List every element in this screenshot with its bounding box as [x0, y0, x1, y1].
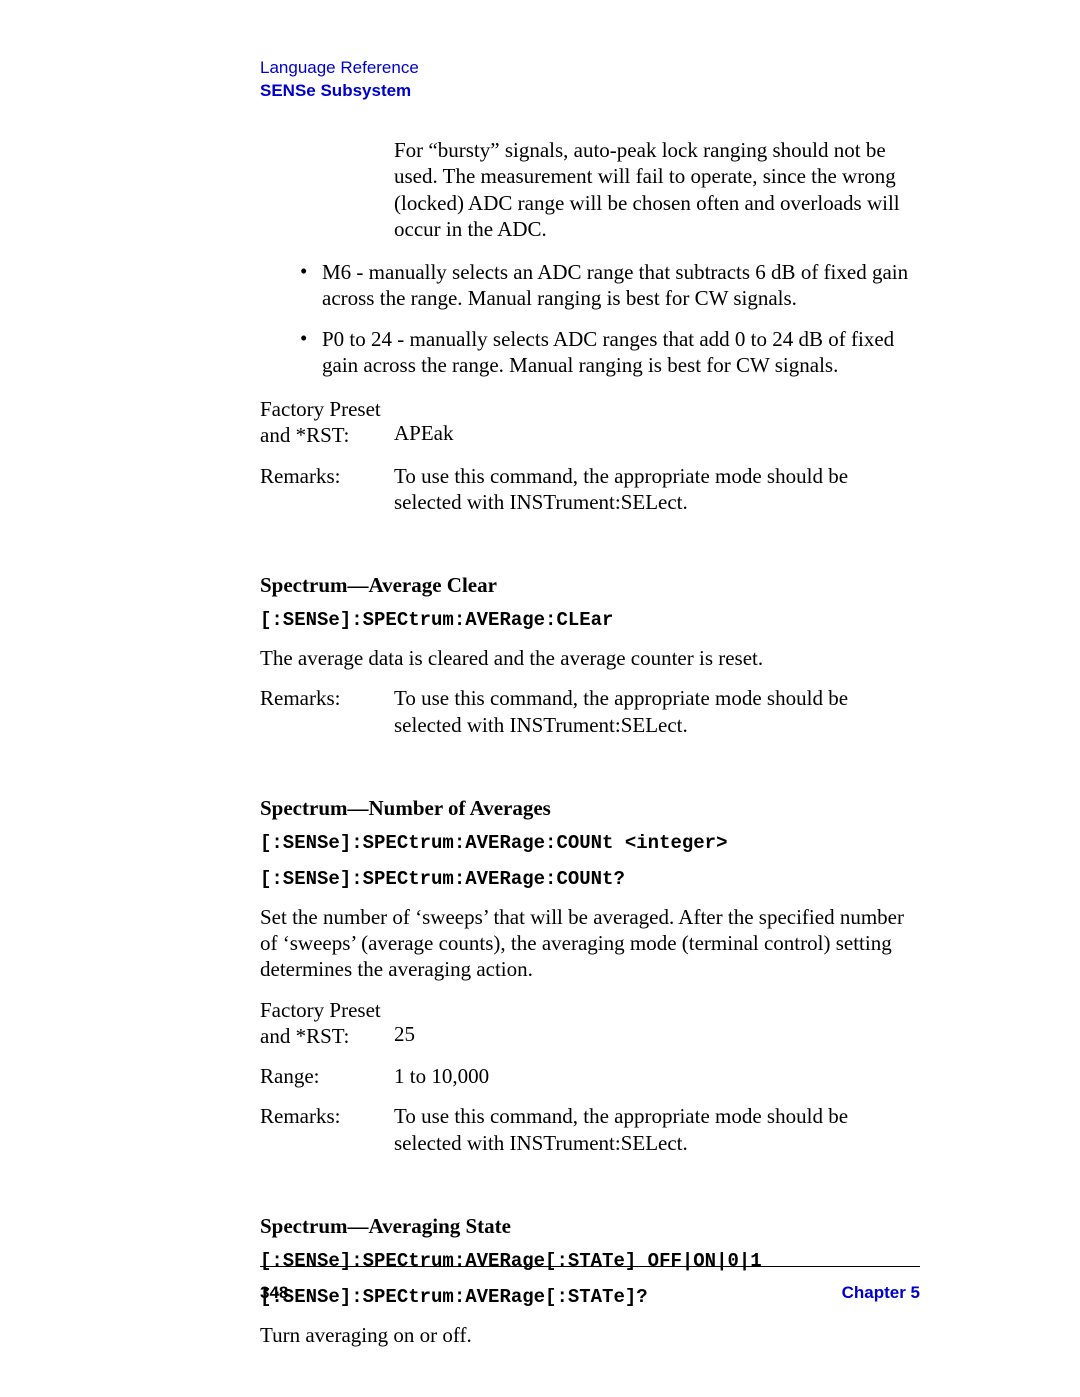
command-syntax: [:SENSe]:SPECtrum:AVERage:COUNt <integer… [260, 832, 920, 854]
list-item: • M6 - manually selects an ADC range tha… [300, 259, 920, 312]
factory-preset-label: Factory Preset and *RST: [260, 997, 394, 1050]
command-syntax: [:SENSe]:SPECtrum:AVERage:CLEar [260, 609, 920, 631]
bullet-icon: • [300, 326, 322, 379]
command-syntax: [:SENSe]:SPECtrum:AVERage:COUNt? [260, 868, 920, 890]
breadcrumb-line2: SENSe Subsystem [260, 81, 920, 101]
factory-preset-row: Factory Preset and *RST: 25 [260, 997, 920, 1050]
bullet-text: P0 to 24 - manually selects ADC ranges t… [322, 326, 912, 379]
section-description: Turn averaging on or off. [260, 1322, 920, 1348]
factory-preset-label: Factory Preset and *RST: [260, 396, 394, 449]
remarks-label: Remarks: [260, 463, 394, 516]
remarks-label: Remarks: [260, 1103, 394, 1156]
page-number: 348 [260, 1283, 288, 1303]
remarks-value: To use this command, the appropriate mod… [394, 685, 920, 738]
bullet-icon: • [300, 259, 322, 312]
list-item: • P0 to 24 - manually selects ADC ranges… [300, 326, 920, 379]
breadcrumb-line1: Language Reference [260, 58, 920, 78]
remarks-value: To use this command, the appropriate mod… [394, 463, 920, 516]
paragraph-bursty: For “bursty” signals, auto-peak lock ran… [394, 137, 924, 242]
range-value: 1 to 10,000 [394, 1063, 920, 1089]
remarks-row: Remarks: To use this command, the approp… [260, 1103, 920, 1156]
range-row: Range: 1 to 10,000 [260, 1063, 920, 1089]
remarks-value: To use this command, the appropriate mod… [394, 1103, 920, 1156]
bullet-list: • M6 - manually selects an ADC range tha… [300, 259, 920, 378]
command-syntax: [:SENSe]:SPECtrum:AVERage[:STATe]? [260, 1286, 920, 1308]
section-heading-average-clear: Spectrum—Average Clear [260, 573, 920, 598]
section-heading-number-of-averages: Spectrum—Number of Averages [260, 796, 920, 821]
bullet-text: M6 - manually selects an ADC range that … [322, 259, 912, 312]
remarks-row: Remarks: To use this command, the approp… [260, 685, 920, 738]
range-label: Range: [260, 1063, 394, 1089]
section-description: Set the number of ‘sweeps’ that will be … [260, 904, 920, 983]
section-heading-averaging-state: Spectrum—Averaging State [260, 1214, 920, 1239]
remarks-row: Remarks: To use this command, the approp… [260, 463, 920, 516]
factory-preset-value: 25 [394, 997, 920, 1050]
section-description: The average data is cleared and the aver… [260, 645, 920, 671]
footer-divider [260, 1266, 920, 1267]
factory-preset-value: APEak [394, 396, 920, 449]
factory-preset-row: Factory Preset and *RST: APEak [260, 396, 920, 449]
chapter-link[interactable]: Chapter 5 [842, 1283, 920, 1303]
command-syntax: [:SENSe]:SPECtrum:AVERage[:STATe] OFF|ON… [260, 1250, 920, 1272]
remarks-label: Remarks: [260, 685, 394, 738]
